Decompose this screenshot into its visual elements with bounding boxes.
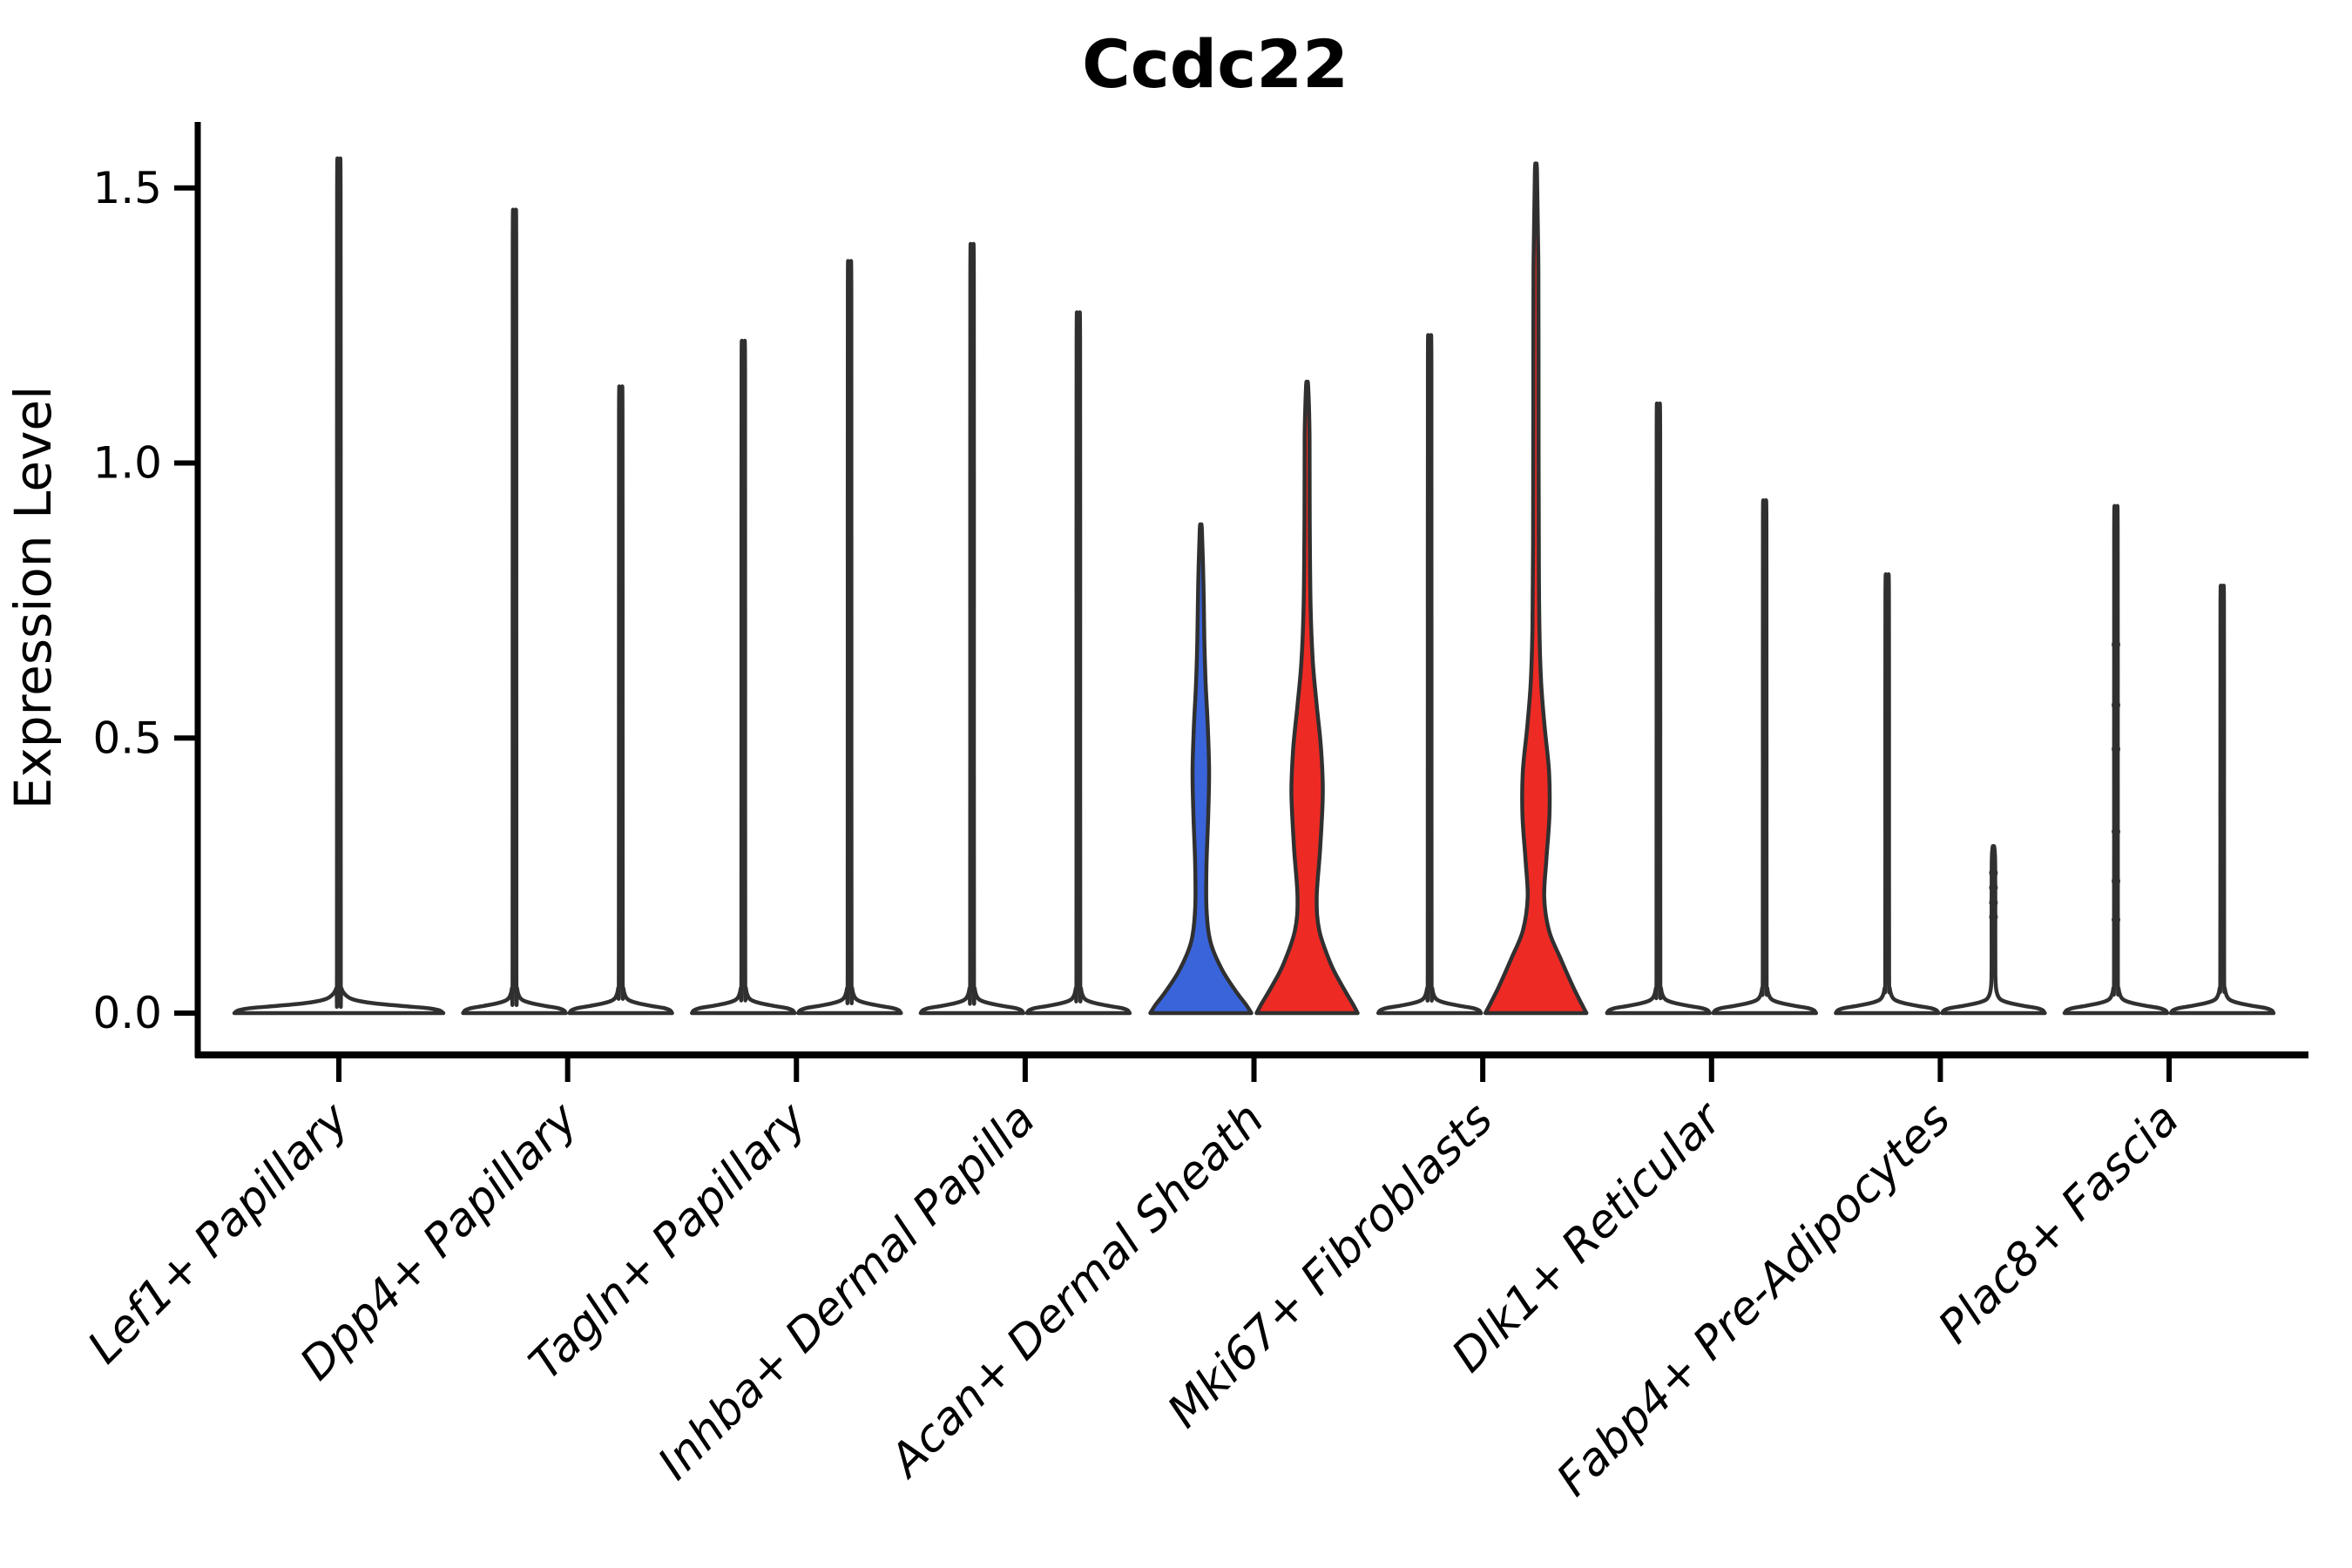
violin-2-right <box>796 259 903 1016</box>
data-point-dot <box>2112 915 2121 924</box>
violin-7-left <box>1834 571 1941 1016</box>
violin-8-right <box>2168 584 2276 1016</box>
violin-6-right <box>1711 498 1819 1016</box>
violin-1-right <box>567 384 674 1016</box>
y-tick-label: 0.5 <box>92 713 162 763</box>
violins-layer <box>232 156 2276 1016</box>
y-tick-label: 1.5 <box>92 163 162 213</box>
violin-1-left <box>461 207 568 1016</box>
violin-7-right <box>1940 843 2047 1016</box>
violin-0-center <box>232 156 446 1016</box>
data-point-dot <box>1989 912 1998 922</box>
x-tick-label-4: Acan+ Dermal Sheath <box>879 1093 1274 1489</box>
y-axis-label: Expression Level <box>3 386 63 809</box>
violin-5-left <box>1375 333 1484 1016</box>
violin-2-left <box>690 339 797 1016</box>
data-point-dot <box>2112 639 2121 649</box>
data-point-dot <box>1989 883 1998 893</box>
x-tick-label-7: Fabp4+ Pre-Adipocytes <box>1547 1093 1961 1507</box>
data-point-dot <box>2112 744 2121 754</box>
violin-4-right <box>1254 379 1360 1016</box>
violin-3-left <box>918 241 1026 1016</box>
data-point-dot <box>2112 827 2121 836</box>
violin-6-left <box>1605 402 1713 1016</box>
y-tick-label: 1.0 <box>92 438 162 489</box>
violin-3-right <box>1024 310 1132 1016</box>
y-tick-label: 0.0 <box>92 988 162 1038</box>
data-point-dot <box>2112 876 2121 886</box>
chart-title: Ccdc22 <box>1082 25 1348 103</box>
violin-4-left <box>1148 522 1254 1016</box>
data-point-dot <box>1989 868 1998 877</box>
data-point-dot <box>2112 700 2121 710</box>
data-point-dot <box>1989 898 1998 908</box>
y-axis-ticks: 0.0 0.5 1.0 1.5 <box>92 163 195 1038</box>
x-tick-label-3: Inhba+ Dermal Papilla <box>648 1093 1045 1490</box>
violin-8-left <box>2062 504 2170 1016</box>
violin-5-right <box>1483 161 1589 1016</box>
x-tick-label-8: Plac8+ Fascia <box>1929 1093 2189 1354</box>
